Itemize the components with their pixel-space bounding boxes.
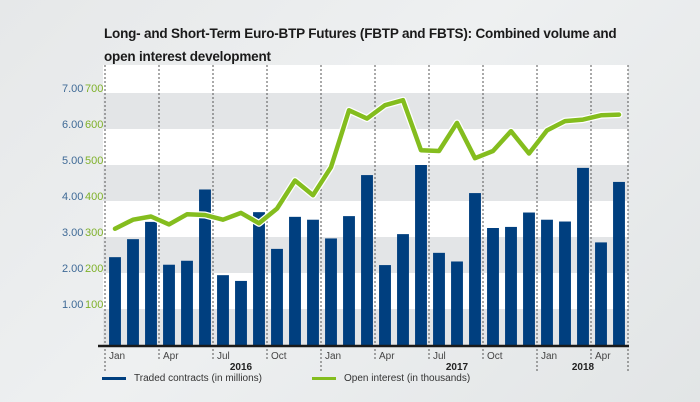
bar-traded-contracts [307,219,319,345]
bar-traded-contracts [559,221,571,345]
bar-traded-contracts [127,239,139,345]
y-left-tick-label: 4.00 [62,191,83,203]
y-left-tick-label: 5.00 [62,155,83,167]
bar-traded-contracts [217,275,229,345]
bar-traded-contracts [415,165,427,345]
x-year-label: 2018 [572,362,595,373]
bar-traded-contracts [613,181,625,345]
y-right-tick-label: 300 [85,227,103,239]
x-year-label: 2017 [446,362,469,373]
y-left-tick-label: 6.00 [62,119,83,131]
bar-traded-contracts [145,221,157,345]
bar-traded-contracts [397,234,409,345]
bar-traded-contracts [505,226,517,345]
bar-traded-contracts [487,228,499,345]
x-tick-label: Jan [109,351,125,362]
bar-traded-contracts [523,212,535,345]
y-left-tick-label: 3.00 [62,227,83,239]
bar-traded-contracts [343,216,355,345]
y-right-tick-label: 100 [85,299,103,311]
bar-traded-contracts [289,216,301,345]
y-right-tick-label: 700 [85,83,103,95]
legend-label-bars: Traded contracts (in millions) [134,373,263,384]
x-tick-label: Jul [217,351,230,362]
y-right-tick-label: 500 [85,155,103,167]
x-tick-label: Apr [163,351,179,362]
open-interest-line [112,97,622,231]
y-left-tick-label: 1.00 [62,299,83,311]
bar-traded-contracts [379,265,391,345]
bar-traded-contracts [361,175,373,345]
legend-label-line: Open interest (in thousands) [344,373,471,384]
bar-traded-contracts [433,252,445,345]
y-left-tick-label: 7.00 [62,83,83,95]
bar-traded-contracts [541,219,553,345]
x-tick-label: Jan [325,351,341,362]
y-right-tick-label: 600 [85,119,103,131]
grid-band [103,93,628,129]
bar-traded-contracts [199,189,211,345]
x-year-label: 2016 [230,362,253,373]
bar-traded-contracts [235,280,247,345]
x-tick-label: Oct [487,351,503,362]
legend-swatch-bars [102,377,126,380]
bar-traded-contracts [271,248,283,345]
x-tick-label: Oct [271,351,287,362]
legend-swatch-line [312,377,337,380]
bar-traded-contracts [577,167,589,345]
legend-item-traded-contracts: Traded contracts (in millions) [102,373,262,384]
y-right-tick-label: 200 [85,263,103,275]
bar-traded-contracts [451,261,463,345]
x-tick-label: Apr [595,351,611,362]
bar-traded-contracts [109,257,121,345]
legend-item-open-interest: Open interest (in thousands) [312,373,470,384]
x-tick-label: Apr [379,351,395,362]
bar-traded-contracts [325,238,337,345]
bar-traded-contracts [469,193,481,345]
bar-traded-contracts [253,212,265,345]
x-tick-label: Jul [433,351,446,362]
y-right-tick-label: 400 [85,191,103,203]
bar-traded-contracts [181,260,193,345]
legend: Traded contracts (in millions) Open inte… [102,373,470,384]
x-tick-label: Jan [541,351,557,362]
bar-traded-contracts [163,264,175,345]
bar-traded-contracts [595,242,607,345]
y-left-tick-label: 2.00 [62,263,83,275]
chart-title: Long- and Short-Term Euro-BTP Futures (F… [104,26,617,64]
